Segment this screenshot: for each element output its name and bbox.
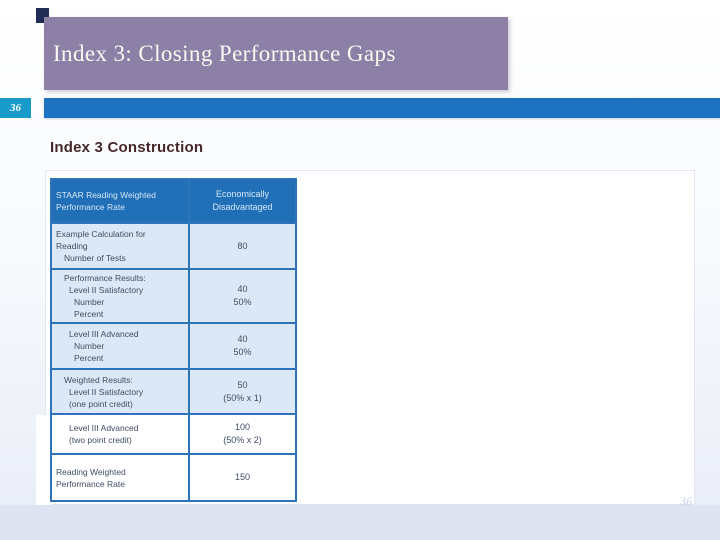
table-row: Reading Weighted Performance Rate 150	[50, 453, 297, 502]
header-cell-measure: STAAR Reading Weighted Performance Rate	[50, 178, 190, 224]
bottom-band	[0, 505, 720, 540]
row-value-cell: 40 50%	[188, 268, 297, 324]
slide-title-bar: Index 3: Closing Performance Gaps	[44, 17, 508, 90]
row-label-cell: Reading Weighted Performance Rate	[50, 453, 190, 502]
white-strip-left	[36, 415, 51, 505]
slide-number-watermark: 36	[680, 494, 692, 508]
table-row: Performance Results: Level II Satisfacto…	[50, 268, 297, 324]
row-label-cell: Level III Advanced (two point credit)	[50, 413, 190, 455]
row-label-cell: Example Calculation for Reading Number o…	[50, 222, 190, 270]
row-value-cell: 80	[188, 222, 297, 270]
page-number: 36	[10, 102, 21, 114]
row-value-cell: 40 50%	[188, 322, 297, 370]
table-header-row: STAAR Reading Weighted Performance Rate …	[50, 178, 297, 224]
row-label-cell: Performance Results: Level II Satisfacto…	[50, 268, 190, 324]
row-value-cell: 150	[188, 453, 297, 502]
index3-construction-table: STAAR Reading Weighted Performance Rate …	[50, 178, 297, 502]
slide-title: Index 3: Closing Performance Gaps	[53, 40, 396, 66]
table-row: Level III Advanced Number Percent 40 50%	[50, 322, 297, 370]
table-row: Example Calculation for Reading Number o…	[50, 222, 297, 270]
blue-accent-bar	[44, 98, 720, 118]
table-row: Weighted Results: Level II Satisfactory …	[50, 368, 297, 415]
row-value-cell: 100 (50% x 2)	[188, 413, 297, 455]
row-label-cell: Weighted Results: Level II Satisfactory …	[50, 368, 190, 415]
row-value-cell: 50 (50% x 1)	[188, 368, 297, 415]
row-label-cell: Level III Advanced Number Percent	[50, 322, 190, 370]
section-heading: Index 3 Construction	[50, 139, 204, 156]
table-row: Level III Advanced (two point credit) 10…	[50, 413, 297, 455]
header-cell-group: Economically Disadvantaged	[188, 178, 297, 224]
page-number-badge: 36	[0, 98, 31, 118]
